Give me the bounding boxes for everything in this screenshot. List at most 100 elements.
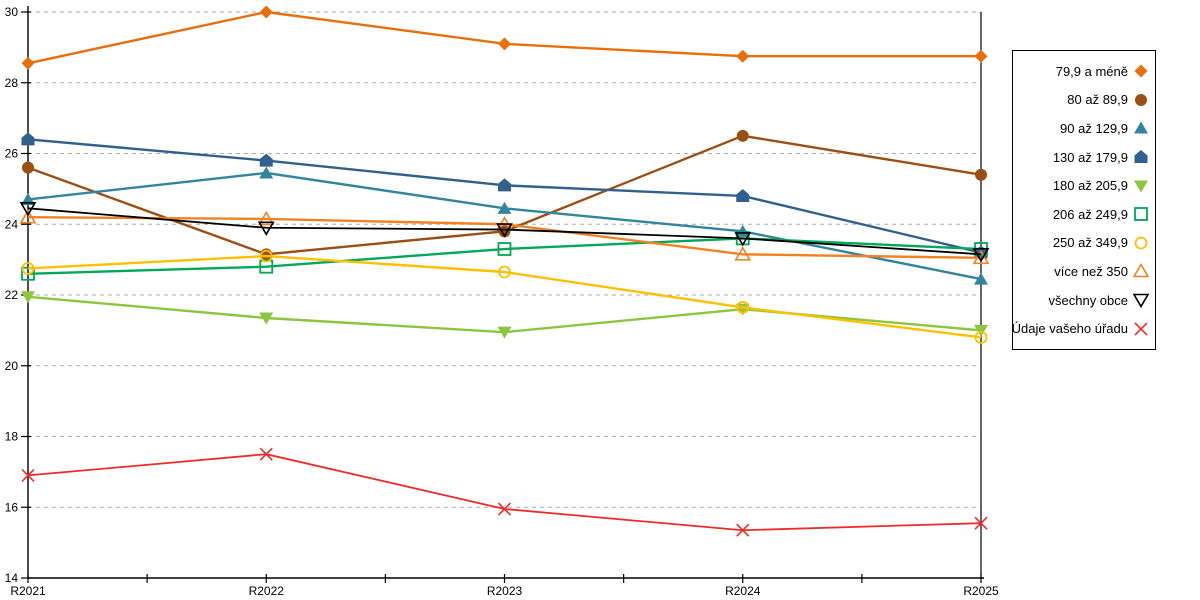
legend-item-label: Údaje vašeho úřadu xyxy=(1011,321,1128,337)
legend-item-label: všechny obce xyxy=(1048,292,1129,308)
marker-diamond-filled-icon xyxy=(736,49,750,63)
legend-item: 130 až 179,9 xyxy=(1013,149,1155,165)
series-line-9 xyxy=(27,453,982,532)
marker-circle-open-icon xyxy=(974,331,988,344)
marker-triangle-down-filled-icon xyxy=(259,312,274,325)
legend-marker-circle-filled-icon xyxy=(1135,93,1147,106)
x-axis-label: R2023 xyxy=(487,584,523,598)
marker-triangle-down-open-icon xyxy=(257,221,275,236)
marker-pentagon-filled-icon xyxy=(498,178,511,192)
marker-triangle-down-open-icon xyxy=(1133,293,1149,309)
marker-circle-open-icon xyxy=(498,265,511,279)
marker-circle-open-icon xyxy=(21,262,35,275)
legend-item-label: 206 až 249,9 xyxy=(1052,206,1128,222)
marker-triangle-down-open-icon xyxy=(734,232,752,247)
y-axis-label: 24 xyxy=(5,217,19,231)
marker-circle-filled-icon xyxy=(498,225,511,238)
legend-marker-triangle-down-open-icon xyxy=(1133,293,1149,309)
legend-item: 180 až 205,9 xyxy=(1013,178,1155,194)
x-axis-label: R2025 xyxy=(963,584,999,598)
legend-item-label: více než 350 xyxy=(1054,263,1128,279)
marker-triangle-up-filled-icon xyxy=(1134,121,1148,134)
marker-square-open-icon xyxy=(497,242,512,256)
legend-item-label: 130 až 179,9 xyxy=(1052,149,1128,165)
y-axis-label: 30 xyxy=(5,5,19,19)
x-axis-label: R2021 xyxy=(10,584,46,598)
series-line-5 xyxy=(27,237,982,275)
legend-item: 90 až 129,9 xyxy=(1013,120,1155,136)
legend-marker-circle-open-icon xyxy=(1134,236,1148,250)
chart-legend: 79,9 a méně 80 až 89,9 90 až 129,9 130 až 1… xyxy=(1012,50,1156,350)
marker-triangle-down-filled-icon xyxy=(974,324,988,337)
legend-item: 250 až 349,9 xyxy=(1013,235,1155,251)
marker-diamond-filled-icon xyxy=(974,49,988,63)
series-line-6 xyxy=(27,254,982,339)
legend-marker-pentagon-filled-icon xyxy=(1134,150,1148,164)
y-axis-label: 16 xyxy=(5,500,19,514)
marker-pentagon-filled-icon xyxy=(736,188,750,202)
marker-circle-filled-icon xyxy=(1135,93,1147,106)
y-axis-label: 14 xyxy=(5,571,19,585)
legend-item-label: 80 až 89,9 xyxy=(1067,92,1128,108)
legend-item: více než 350 xyxy=(1013,263,1155,279)
marker-triangle-down-open-icon xyxy=(496,223,513,238)
legend-item: Údaje vašeho úřadu xyxy=(1011,321,1155,337)
marker-x-icon xyxy=(21,468,35,482)
y-axis-label: 18 xyxy=(5,430,19,444)
marker-circle-open-icon xyxy=(736,300,750,314)
marker-triangle-down-open-icon xyxy=(972,248,990,263)
marker-triangle-down-filled-icon xyxy=(497,326,512,339)
marker-circle-open-icon xyxy=(1134,236,1148,250)
legend-marker-square-open-icon xyxy=(1134,207,1148,222)
legend-item: 206 až 249,9 xyxy=(1013,206,1155,222)
marker-x-icon xyxy=(1134,322,1148,336)
marker-x-icon xyxy=(497,502,512,516)
y-axis-label: 26 xyxy=(5,147,19,161)
y-axis-label: 22 xyxy=(5,288,19,302)
x-axis-label: R2024 xyxy=(725,584,761,598)
marker-pentagon-filled-icon xyxy=(1134,150,1148,164)
legend-item-label: 250 až 349,9 xyxy=(1052,235,1128,251)
marker-triangle-down-filled-icon xyxy=(21,291,35,304)
legend-item: 79,9 a méně xyxy=(1013,63,1155,79)
legend-marker-diamond-filled-icon xyxy=(1134,64,1148,78)
marker-diamond-filled-icon xyxy=(1134,64,1148,78)
marker-triangle-up-filled-icon xyxy=(974,272,988,285)
marker-square-open-icon xyxy=(1134,207,1148,222)
marker-x-icon xyxy=(974,516,988,530)
legend-marker-triangle-down-filled-icon xyxy=(1134,180,1148,193)
marker-diamond-filled-icon xyxy=(21,56,35,70)
x-axis-label: R2022 xyxy=(249,584,285,598)
marker-x-icon xyxy=(736,523,750,537)
marker-triangle-up-open-icon xyxy=(257,210,275,226)
legend-item-label: 90 až 129,9 xyxy=(1060,120,1128,136)
marker-triangle-up-open-icon xyxy=(1133,263,1149,278)
legend-item: všechny obce xyxy=(1013,292,1155,309)
legend-marker-x-icon xyxy=(1134,322,1148,336)
marker-triangle-up-open-icon xyxy=(734,246,752,261)
marker-circle-filled-icon xyxy=(736,129,749,142)
marker-triangle-up-filled-icon xyxy=(21,192,35,205)
series-line-8 xyxy=(27,207,982,256)
marker-circle-filled-icon xyxy=(975,168,987,181)
marker-triangle-up-open-icon xyxy=(972,249,990,265)
marker-triangle-up-filled-icon xyxy=(497,201,512,214)
marker-pentagon-filled-icon xyxy=(259,153,273,167)
marker-circle-open-icon xyxy=(259,249,273,263)
y-axis-label: 28 xyxy=(5,76,19,90)
marker-x-icon xyxy=(259,447,273,461)
marker-circle-filled-icon xyxy=(22,161,34,174)
legend-item-label: 180 až 205,9 xyxy=(1052,178,1128,194)
marker-triangle-up-open-icon xyxy=(19,209,37,224)
legend-item-label: 79,9 a méně xyxy=(1055,63,1128,79)
marker-triangle-up-filled-icon xyxy=(259,166,274,179)
marker-square-open-icon xyxy=(259,259,274,274)
legend-marker-triangle-up-filled-icon xyxy=(1134,121,1148,134)
marker-diamond-filled-icon xyxy=(259,5,273,19)
legend-item: 80 až 89,9 xyxy=(1013,92,1155,108)
marker-diamond-filled-icon xyxy=(498,37,511,51)
marker-triangle-down-open-icon xyxy=(19,202,37,217)
marker-triangle-up-filled-icon xyxy=(735,224,750,237)
